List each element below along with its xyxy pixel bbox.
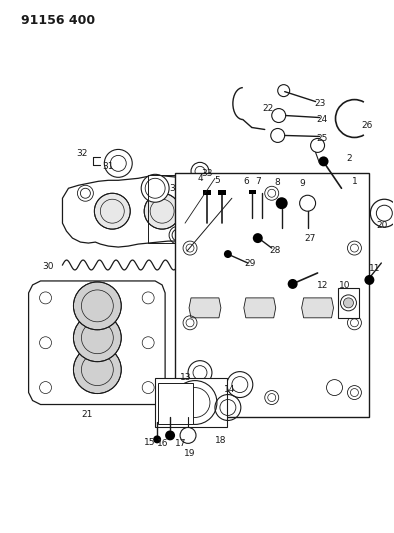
Bar (175, 173, 370, 417)
Text: 32: 32 (77, 149, 88, 158)
Text: 9: 9 (300, 179, 305, 188)
Circle shape (344, 298, 353, 308)
Text: 16: 16 (157, 439, 169, 448)
Text: 91156 400: 91156 400 (20, 14, 95, 27)
Circle shape (153, 435, 161, 443)
Text: 25: 25 (316, 134, 327, 143)
Text: 21: 21 (82, 410, 93, 419)
Circle shape (73, 314, 121, 362)
Text: 33: 33 (201, 169, 213, 178)
Bar (218, 190, 226, 195)
Circle shape (172, 229, 184, 241)
Circle shape (224, 250, 232, 258)
Text: 24: 24 (316, 115, 327, 124)
Polygon shape (29, 281, 165, 405)
Polygon shape (63, 175, 243, 247)
Circle shape (165, 431, 175, 440)
Bar (158, 383, 193, 424)
Bar (203, 190, 211, 195)
Text: 26: 26 (362, 121, 373, 130)
Circle shape (141, 174, 169, 202)
Text: 27: 27 (304, 233, 315, 243)
Text: 22: 22 (262, 104, 273, 113)
Polygon shape (189, 298, 221, 318)
Polygon shape (244, 298, 276, 318)
Text: 3: 3 (169, 184, 175, 193)
Circle shape (144, 193, 180, 229)
Circle shape (364, 275, 374, 285)
Circle shape (288, 279, 297, 289)
Text: 7: 7 (255, 177, 261, 186)
Text: 17: 17 (175, 439, 187, 448)
Text: 13: 13 (180, 373, 192, 382)
Text: 1: 1 (351, 177, 357, 186)
Text: 14: 14 (224, 385, 236, 394)
Text: 2: 2 (347, 154, 352, 163)
Text: 5: 5 (214, 176, 220, 185)
Text: 8: 8 (275, 178, 281, 187)
Circle shape (253, 233, 263, 243)
Text: 31: 31 (102, 162, 114, 171)
Bar (338, 288, 359, 318)
Circle shape (192, 193, 228, 229)
Text: 4: 4 (197, 174, 203, 183)
Circle shape (173, 381, 217, 424)
Circle shape (95, 193, 130, 229)
Circle shape (73, 346, 121, 393)
Circle shape (235, 203, 245, 213)
Text: 10: 10 (339, 281, 350, 290)
Polygon shape (302, 298, 333, 318)
Bar (155, 377, 227, 427)
Text: 6: 6 (243, 177, 249, 186)
Text: 29: 29 (244, 259, 255, 268)
Circle shape (80, 188, 90, 198)
Text: 18: 18 (215, 436, 227, 445)
Text: 30: 30 (43, 262, 54, 271)
Bar (148, 175, 248, 243)
Circle shape (276, 197, 288, 209)
Text: 23: 23 (314, 99, 325, 108)
Text: 15: 15 (145, 438, 156, 447)
Text: 19: 19 (184, 449, 196, 458)
Bar (249, 190, 256, 194)
Circle shape (319, 156, 329, 166)
Text: 11: 11 (369, 264, 380, 273)
Text: 28: 28 (269, 246, 281, 255)
Text: 12: 12 (317, 281, 328, 290)
Circle shape (73, 282, 121, 330)
Text: 20: 20 (377, 221, 388, 230)
